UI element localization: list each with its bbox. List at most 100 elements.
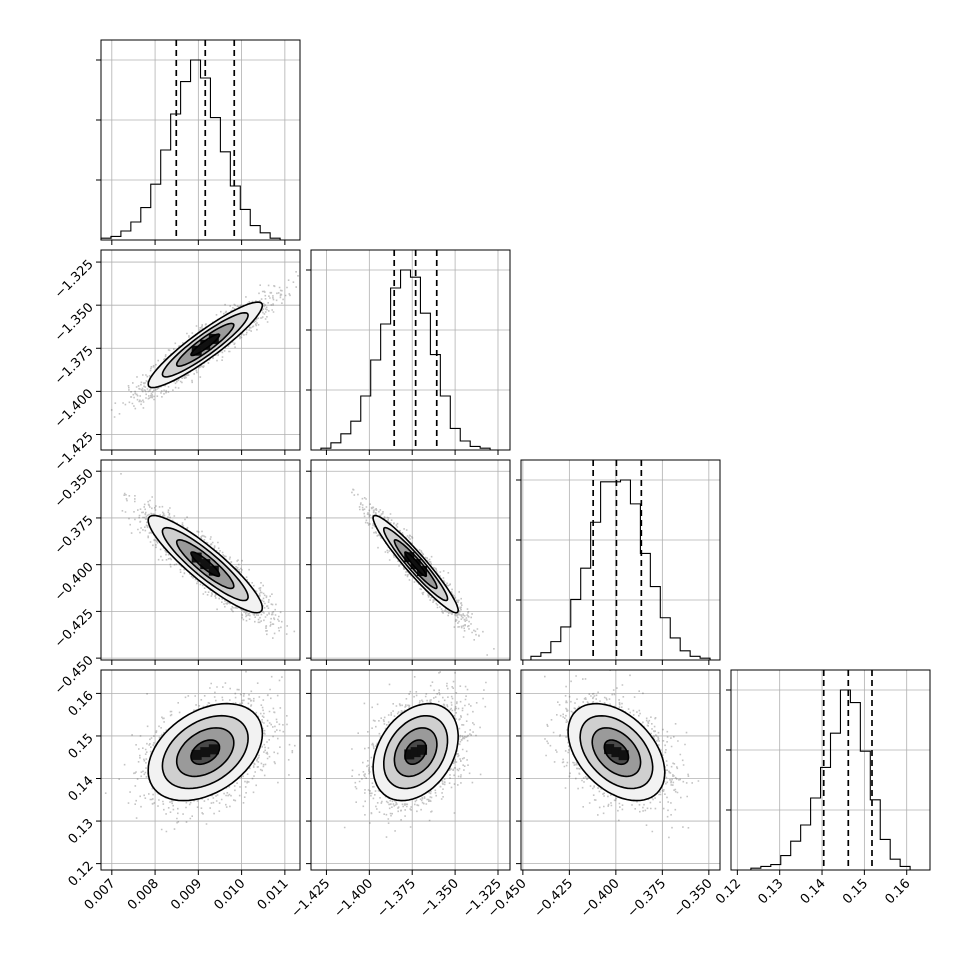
density-peak-cell (191, 345, 202, 356)
density-peak-cell (618, 750, 629, 761)
scatter-panel-3-2: −0.450 −0.425 −0.400 −0.375 −0.350 (485, 669, 721, 921)
panel-frame (310, 249, 511, 451)
density-peak-cell (191, 749, 202, 760)
contour-line (147, 702, 264, 802)
histogram-step-line (521, 479, 720, 661)
panel-frame (100, 459, 301, 661)
contour-line (147, 301, 264, 389)
y-tick-label: −0.375 (52, 513, 97, 558)
histogram-panel-1 (306, 249, 511, 455)
contour-line (404, 551, 428, 578)
contour-line (161, 526, 249, 602)
y-tick-label: 0.13 (66, 816, 97, 847)
x-tick-label: −0.350 (671, 876, 716, 921)
density-peak-cell (208, 333, 219, 344)
panel-frame (520, 459, 721, 661)
histogram-step-line (731, 689, 930, 871)
density-peak-cell (191, 552, 202, 563)
y-tick-label: −0.450 (52, 653, 97, 698)
x-tick-label: 0.16 (882, 876, 913, 907)
scatter-points (120, 473, 296, 639)
contour-line (393, 727, 438, 778)
x-tick-label: 0.007 (82, 876, 119, 913)
scatter-panel-1-0: −1.425−1.400−1.375−1.350−1.325 (52, 249, 301, 475)
y-tick-label: 0.15 (66, 731, 97, 762)
x-tick-label: −1.350 (417, 876, 462, 921)
density-peak-cell (208, 565, 219, 576)
contour-line (190, 551, 221, 578)
y-tick-label: −1.425 (52, 430, 97, 475)
scatter-panel-3-0: 0.12 0.13 0.14 0.15 0.16 0.007 0.008 0.009 0.010… (66, 669, 301, 913)
contour-line (404, 739, 428, 765)
contour-line (383, 715, 449, 790)
density-peak-cell (200, 339, 211, 350)
contour-line (372, 702, 460, 802)
panel-frame (520, 669, 721, 871)
histogram-step-line (100, 59, 300, 241)
histogram-panel-2 (516, 459, 721, 665)
panel-frame (310, 669, 511, 871)
scatter-panel-2-1 (306, 459, 511, 665)
y-tick-label: 0.16 (66, 688, 97, 719)
panel-frame (730, 669, 931, 871)
panel-frame (310, 459, 511, 661)
y-tick-label: −0.350 (52, 466, 97, 511)
density-peak-cell (604, 744, 615, 755)
x-tick-label: −0.400 (578, 876, 623, 921)
scatter-points (343, 671, 487, 838)
x-tick-label: −0.425 (532, 876, 577, 921)
contour-line (567, 702, 666, 802)
y-tick-label: −1.400 (52, 386, 97, 431)
density-peak-cell (410, 747, 421, 758)
density-peak-cell (417, 744, 428, 755)
x-tick-label: 0.13 (755, 876, 786, 907)
x-tick-label: −0.375 (625, 876, 670, 921)
contour-line (603, 739, 630, 766)
y-tick-label: −0.425 (52, 606, 97, 651)
panel-frame (100, 249, 301, 451)
x-tick-label: 0.12 (713, 876, 744, 907)
density-peak-cell (417, 566, 428, 577)
histogram-panel-3: 0.12 0.13 0.14 0.15 0.16 (713, 669, 931, 907)
contour-line (393, 538, 438, 590)
contour-line (161, 311, 249, 378)
density-peak-cell (200, 559, 211, 570)
density-peak-cell (404, 552, 415, 563)
x-tick-label: 0.15 (840, 876, 871, 907)
contour-line (190, 739, 221, 766)
panel-frame (100, 39, 301, 241)
y-tick-label: 0.12 (66, 859, 97, 890)
y-tick-label: 0.14 (66, 774, 97, 805)
contour-line (175, 538, 235, 590)
x-tick-label: 0.010 (212, 876, 249, 913)
histogram-panel-0 (96, 39, 301, 245)
contour-line (147, 514, 264, 614)
x-tick-label: −1.400 (332, 876, 377, 921)
density-peak-cell (404, 749, 415, 760)
x-tick-label: −1.425 (289, 876, 334, 921)
x-tick-label: 0.011 (255, 876, 292, 913)
panel-frame (100, 669, 301, 871)
y-tick-label: −1.375 (52, 343, 97, 388)
density-peak-cell (208, 744, 219, 755)
histogram-step-line (311, 269, 510, 451)
y-tick-label: −0.400 (52, 560, 97, 605)
contour-line (175, 322, 235, 368)
contour-line (591, 727, 642, 778)
x-tick-label: 0.009 (168, 876, 205, 913)
scatter-panel-3-1: −1.425−1.400−1.375−1.350−1.325 (289, 669, 511, 921)
y-tick-label: −1.325 (52, 257, 97, 302)
contour-line (383, 526, 449, 602)
contour-line (372, 514, 460, 614)
density-peak-cell (611, 747, 622, 758)
x-tick-label: −1.375 (374, 876, 419, 921)
scatter-points (351, 488, 495, 656)
x-tick-label: 0.008 (125, 876, 162, 913)
y-tick-label: −1.350 (52, 300, 97, 345)
density-peak-cell (200, 747, 211, 758)
contour-line (161, 714, 249, 790)
contour-line (175, 727, 235, 778)
contour-line (579, 714, 654, 790)
scatter-panel-2-0: −0.450−0.425−0.400−0.375−0.350 (52, 459, 301, 698)
